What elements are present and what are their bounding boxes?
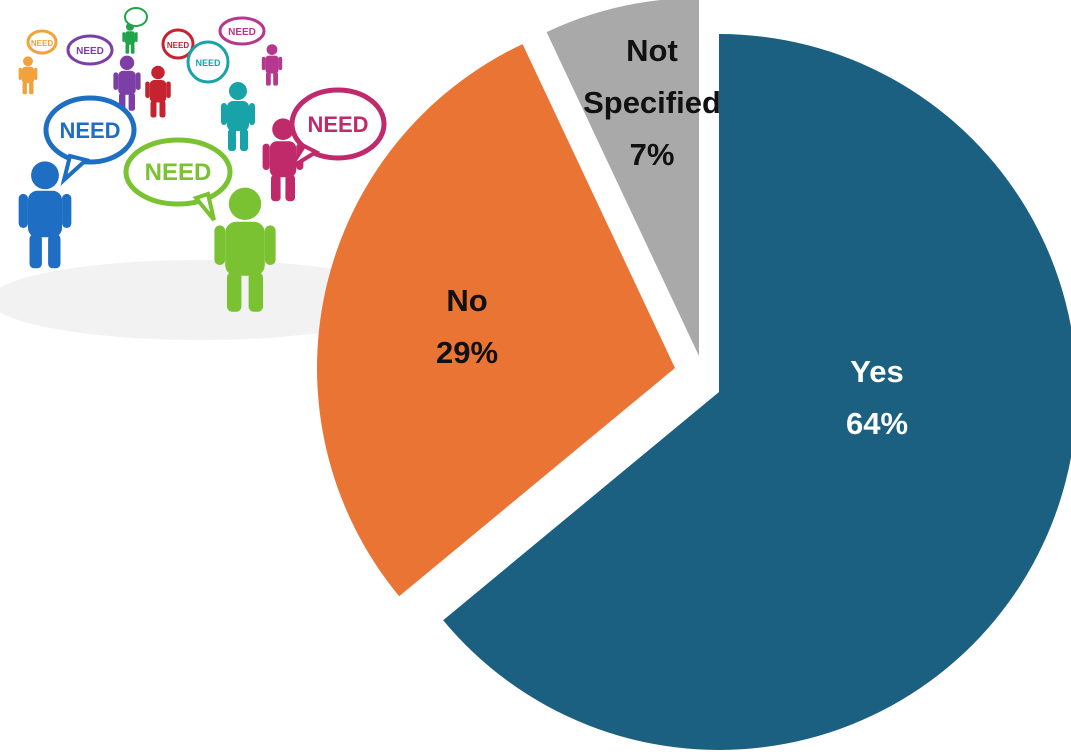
svg-text:NEED: NEED <box>307 112 368 137</box>
slice-label-yes: Yes <box>850 354 903 389</box>
pie-slice-no <box>317 44 675 597</box>
speech-bubble-purple: NEED <box>66 34 114 66</box>
speech-bubble-lime: NEED <box>123 137 233 222</box>
slice-percent-no: 29% <box>436 335 498 370</box>
svg-text:NEED: NEED <box>76 46 104 57</box>
speech-bubble-pink: NEED <box>288 87 387 170</box>
svg-text:NEED: NEED <box>167 41 189 50</box>
svg-text:NEED: NEED <box>228 27 256 38</box>
slice-label-not-specified: Not <box>626 33 678 68</box>
need-people-illustration: NEED NEED NEED NEED NEED NEED NEED NEED <box>0 7 400 340</box>
pie-slice-not-specified <box>546 0 699 356</box>
slice-label-no: No <box>446 283 487 318</box>
slice-percent-not-specified: 7% <box>630 137 675 172</box>
speech-bubble-green-small <box>124 7 148 27</box>
svg-text:NEED: NEED <box>31 39 53 48</box>
speech-bubble-blue: NEED <box>43 95 137 186</box>
speech-bubble-magenta: NEED <box>218 16 266 46</box>
slice-percent-yes: 64% <box>846 406 908 441</box>
svg-text:NEED: NEED <box>145 159 212 186</box>
slice-label-not-specified: Specified <box>583 85 721 120</box>
svg-text:NEED: NEED <box>195 58 221 68</box>
speech-bubble-teal: NEED <box>186 40 230 84</box>
speech-bubble-orange: NEED <box>26 29 58 55</box>
pie-slice-yes <box>443 34 1071 750</box>
speech-bubble-red: NEED <box>161 28 195 60</box>
svg-text:NEED: NEED <box>59 118 120 143</box>
